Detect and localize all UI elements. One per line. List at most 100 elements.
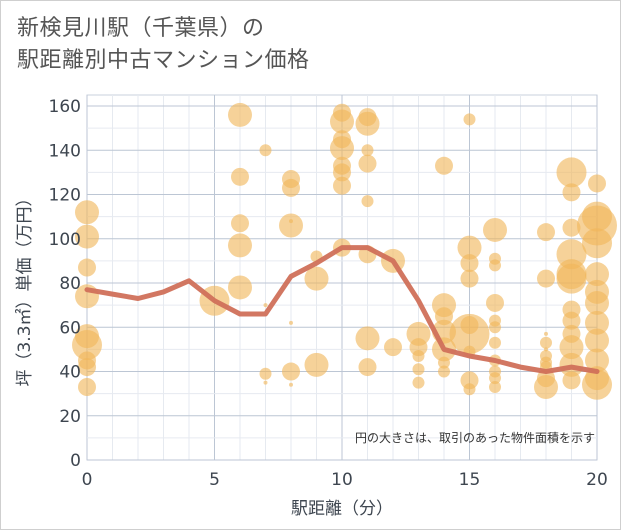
trend-line-layer	[84, 245, 600, 374]
bubble-point	[259, 144, 272, 157]
bubble-point	[384, 338, 402, 357]
y-tick-label: 80	[59, 274, 81, 294]
bubble-point	[585, 348, 609, 373]
bubble-point	[585, 262, 609, 287]
bubble-point	[75, 200, 99, 225]
y-axis-label: 坪（3.3㎡）単価（万円）	[15, 189, 35, 386]
bubble-point	[282, 178, 300, 197]
bubble-point	[489, 259, 501, 272]
bubble-point	[588, 174, 606, 193]
bubble-point	[304, 266, 329, 291]
bubble-point	[358, 358, 377, 377]
bubble-point	[534, 375, 558, 399]
bubble-point	[412, 363, 425, 376]
bubble-point	[559, 335, 584, 360]
bubble-point	[540, 336, 552, 349]
bubble-point	[463, 113, 476, 126]
bubble-point	[489, 381, 501, 393]
bubble-point	[75, 224, 99, 249]
bubble-point	[463, 383, 476, 396]
bubble-point	[78, 378, 96, 396]
chart-title-line-1: 新検見川駅（千葉県）の	[17, 16, 265, 41]
bubble-point	[438, 365, 450, 378]
bubble-point	[228, 233, 252, 258]
bubble-point	[72, 329, 102, 360]
bubble-point	[449, 313, 490, 354]
bubble-point	[231, 214, 249, 233]
bubble-point	[537, 223, 555, 242]
y-tick-label: 160	[49, 97, 81, 117]
bubble-point	[231, 167, 249, 186]
bubble-point	[282, 362, 300, 381]
chart-title: 新検見川駅（千葉県）の 駅距離別中古マンション価格	[17, 13, 310, 77]
bubble-point	[460, 254, 479, 273]
bubble-point	[333, 176, 351, 195]
bubble-point	[263, 303, 268, 308]
bubble-point	[355, 326, 380, 351]
bubbles	[72, 102, 617, 400]
bubble-point	[361, 144, 374, 157]
x-tick-label: 10	[331, 470, 353, 490]
bubble-point	[562, 371, 581, 390]
bubble-point	[228, 102, 252, 127]
bubble-point	[259, 367, 272, 380]
x-tick-label: 15	[459, 470, 481, 490]
bubble-point	[78, 358, 96, 377]
y-tick-label: 20	[59, 407, 81, 427]
bubble-point	[582, 369, 612, 400]
bubble-point	[562, 311, 581, 330]
y-tick-label: 100	[49, 230, 81, 250]
bubble-point	[585, 290, 609, 315]
bubble-point	[330, 136, 354, 161]
y-tick-label: 140	[49, 141, 81, 161]
bubble-point	[304, 352, 329, 377]
bubble-point	[438, 356, 450, 369]
bubble-point	[489, 372, 501, 385]
bubble-point	[457, 235, 482, 260]
bubble-point	[460, 269, 479, 288]
bubble-point	[562, 218, 581, 237]
bubble-point	[585, 310, 609, 335]
bubble-point	[435, 156, 453, 175]
bubble-point	[483, 217, 507, 242]
bubble-point	[330, 109, 354, 134]
bubble-point	[486, 293, 504, 312]
bubble-point	[537, 269, 555, 288]
bubble-point	[228, 275, 252, 300]
bubble-point	[333, 163, 351, 182]
bubble-point	[358, 154, 377, 173]
bubble-point	[289, 382, 293, 387]
bubble-point	[585, 328, 609, 353]
y-tick-label: 120	[49, 186, 81, 206]
bubble-point	[489, 321, 501, 334]
x-tick-label: 5	[209, 470, 220, 490]
trend-line	[84, 245, 600, 374]
bubble-point	[78, 258, 96, 277]
y-tick-label: 40	[59, 363, 81, 383]
bubble-point	[406, 321, 431, 346]
y-tick-label: 60	[59, 318, 81, 338]
bubble-point	[460, 371, 479, 390]
tick-labels: 0 5 10 15 20 0 20 40 60 80 100 120 140 160	[49, 97, 608, 490]
bubble-point	[556, 157, 587, 188]
bubble-point	[263, 380, 268, 385]
bubble-point	[355, 111, 380, 136]
x-tick-label: 20	[586, 470, 608, 490]
bubble-point	[279, 213, 303, 238]
bubble-point	[489, 336, 501, 349]
bubble-point	[409, 338, 428, 357]
bubble-point	[556, 263, 587, 294]
bubble-point	[544, 331, 548, 336]
size-note: 円の大きさは、取引のあった物件面積を示す	[355, 430, 595, 445]
x-tick-label: 0	[82, 470, 93, 490]
bubble-point	[361, 195, 374, 208]
bubble-point	[582, 228, 612, 259]
bubble-point	[289, 320, 293, 325]
bubble-point	[412, 350, 425, 363]
chart-title-line-2: 駅距離別中古マンション価格	[17, 48, 310, 73]
y-tick-label: 0	[70, 451, 81, 471]
bubble-point	[562, 183, 581, 202]
x-axis-label: 駅距離（分）	[291, 499, 393, 519]
bubble-point	[412, 376, 425, 389]
